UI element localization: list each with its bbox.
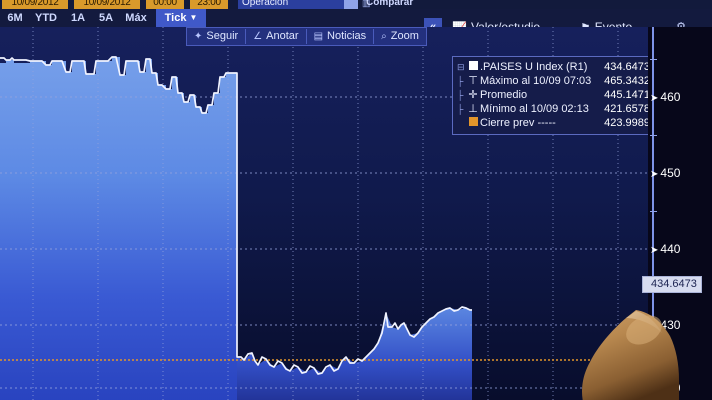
timeframe-1a[interactable]: 1A <box>70 12 86 24</box>
chevron-down-icon: ▼ <box>189 13 198 22</box>
legend-name-minimo: Mínimo al 10/09 02:13 <box>480 103 589 115</box>
legend-row-maximo: ├ ⊤ Máximo al 10/09 07:03 465.3432 <box>457 74 648 88</box>
time-to-field[interactable]: 23:00 <box>190 0 228 9</box>
axis-arrow-icon: ➤ <box>650 169 659 180</box>
operation-dropdown[interactable]: Operación <box>238 0 346 9</box>
minimum-marker-icon: ⊥ <box>468 103 478 115</box>
time-from-field[interactable]: 00:00 <box>146 0 184 9</box>
chart-legend[interactable]: ⊟ .PAISES U Index (R1) 434.6473 ├ ⊤ Máxi… <box>452 56 648 135</box>
area-fill-right <box>237 308 472 400</box>
seguir-button-label: Seguir <box>206 30 239 42</box>
axis-arrow-icon: ➤ <box>650 93 659 104</box>
timeframe-tick[interactable]: Tick ▼ <box>156 9 206 27</box>
noticias-button-label: Noticias <box>327 30 367 42</box>
area-fill-left <box>0 57 237 400</box>
axis-tick-450-label: 450 <box>660 166 681 180</box>
tree-branch-icon: ├ <box>457 76 464 86</box>
chart-toolbar: 6M YTD 1A 5A Máx Tick▼ « 📈Valor/estudio … <box>0 9 712 36</box>
zoom-button[interactable]: ⌕ Zoom <box>374 29 426 44</box>
operation-dropdown-caret[interactable] <box>344 0 358 9</box>
price-chart[interactable]: ⊟ .PAISES U Index (R1) 434.6473 ├ ⊤ Máxi… <box>0 27 648 400</box>
axis-tick-440: ➤ 440 <box>650 242 710 256</box>
date-range-bar: 10/09/2012 10/09/2012 00:00 23:00 Operac… <box>0 0 712 9</box>
anotar-button-label: Anotar <box>266 30 299 42</box>
legend-name-maximo: Máximo al 10/09 07:03 <box>480 75 592 87</box>
tree-branch-icon: ├ <box>457 90 464 100</box>
anotar-button[interactable]: ∠ Anotar <box>246 29 307 44</box>
axis-spine <box>652 27 654 400</box>
legend-value-promedio: 445.1471 <box>604 89 648 101</box>
legend-name-cierre-prev: Cierre prev ----- <box>480 117 556 129</box>
legend-row-index: ⊟ .PAISES U Index (R1) 434.6473 <box>457 60 648 74</box>
timeframe-max[interactable]: Máx <box>125 12 147 24</box>
pencil-annotate-icon: ∠ <box>253 31 263 42</box>
chart-compare-icon: ▥ <box>362 0 371 8</box>
tree-branch-icon: ├ <box>457 104 464 114</box>
timeframe-6m[interactable]: 6M <box>7 12 23 24</box>
timeframe-ytd[interactable]: YTD <box>35 12 57 24</box>
legend-name-index: .PAISES U Index (R1) <box>480 61 588 73</box>
axis-arrow-icon: ➤ <box>650 384 659 395</box>
tree-expand-icon[interactable]: ⊟ <box>457 62 465 72</box>
legend-value-cierre-prev: 423.9989 <box>604 117 648 129</box>
crosshair-icon: ✦ <box>194 31 203 42</box>
timeframe-5a[interactable]: 5A <box>98 12 114 24</box>
axis-tick-430: ➤ 430 <box>650 318 710 332</box>
drawing-toolbar: ✦ Seguir ∠ Anotar ▤ Noticias ⌕ Zoom <box>186 27 427 46</box>
average-marker-icon: ✛ <box>468 89 478 101</box>
axis-tick-440-label: 440 <box>660 242 681 256</box>
legend-row-minimo: ├ ⊥ Mínimo al 10/09 02:13 421.6578 <box>457 102 648 116</box>
legend-name-promedio: Promedio <box>480 89 528 101</box>
magnifier-zoom-icon: ⌕ <box>381 31 387 42</box>
price-axis[interactable]: ➤ 460 ➤ 450 ➤ 440 ➤ 430 ➤ 420 434.6473 <box>642 27 712 400</box>
date-from-field[interactable]: 10/09/2012 <box>2 0 68 9</box>
axis-tick-450: ➤ 450 <box>650 166 710 180</box>
axis-tick-420: ➤ 420 <box>650 381 710 395</box>
axis-tick-460: ➤ 460 <box>650 90 710 104</box>
prev-close-swatch-icon <box>466 116 480 130</box>
news-icon: ▤ <box>313 31 324 42</box>
timeframe-tick-label: Tick <box>164 12 187 24</box>
compare-button[interactable]: Comparar <box>366 0 414 8</box>
legend-row-cierre-prev: Cierre prev ----- 423.9989 <box>457 116 648 130</box>
price-line <box>0 56 472 375</box>
axis-tick-430-label: 430 <box>660 318 681 332</box>
legend-value-minimo: 421.6578 <box>604 103 648 115</box>
noticias-button[interactable]: ▤ Noticias <box>307 29 375 44</box>
axis-tick-420-label: 420 <box>660 381 681 395</box>
current-price-marker: 434.6473 <box>642 276 702 293</box>
seguir-button[interactable]: ✦ Seguir <box>187 29 247 44</box>
legend-value-maximo: 465.3432 <box>604 75 648 87</box>
legend-value-index: 434.6473 <box>604 61 648 73</box>
axis-tick-460-label: 460 <box>660 90 681 104</box>
axis-arrow-icon: ➤ <box>650 321 659 332</box>
date-to-field[interactable]: 10/09/2012 <box>74 0 140 9</box>
maximum-marker-icon: ⊤ <box>468 75 478 87</box>
axis-arrow-icon: ➤ <box>650 245 659 256</box>
zoom-button-label: Zoom <box>390 30 419 42</box>
series-swatch-icon <box>466 60 480 74</box>
legend-row-promedio: ├ ✛ Promedio 445.1471 <box>457 88 648 102</box>
